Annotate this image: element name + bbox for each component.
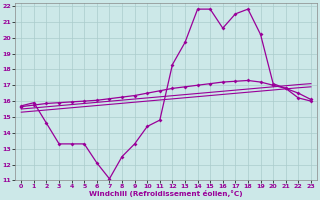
X-axis label: Windchill (Refroidissement éolien,°C): Windchill (Refroidissement éolien,°C) <box>89 190 243 197</box>
